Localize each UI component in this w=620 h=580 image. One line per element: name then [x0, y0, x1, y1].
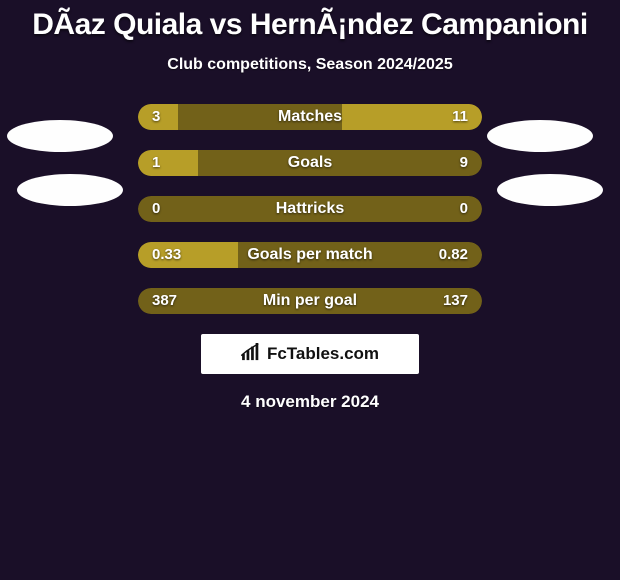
avatar-placeholder-right-2	[497, 174, 603, 206]
chart-icon	[241, 343, 263, 366]
stats-list: 311Matches 19Goals 00Hattricks 0.330.82Goal…	[138, 104, 482, 314]
page-title: DÃ­az Quiala vs HernÃ¡ndez Campanioni	[0, 0, 620, 42]
stat-label: Goals	[138, 150, 482, 176]
stat-label: Hattricks	[138, 196, 482, 222]
stat-row: 0.330.82Goals per match	[138, 242, 482, 268]
root-container: DÃ­az Quiala vs HernÃ¡ndez Campanioni Cl…	[0, 0, 620, 580]
stat-label: Goals per match	[138, 242, 482, 268]
avatar-placeholder-left-2	[17, 174, 123, 206]
date-text: 4 november 2024	[0, 392, 620, 412]
avatar-placeholder-left-1	[7, 120, 113, 152]
stat-row: 387137Min per goal	[138, 288, 482, 314]
stat-row: 19Goals	[138, 150, 482, 176]
brand-box: FcTables.com	[201, 334, 419, 374]
stat-label: Matches	[138, 104, 482, 130]
stat-label: Min per goal	[138, 288, 482, 314]
brand-text: FcTables.com	[267, 344, 379, 364]
avatar-placeholder-right-1	[487, 120, 593, 152]
subtitle: Club competitions, Season 2024/2025	[0, 56, 620, 74]
stat-row: 311Matches	[138, 104, 482, 130]
stat-row: 00Hattricks	[138, 196, 482, 222]
